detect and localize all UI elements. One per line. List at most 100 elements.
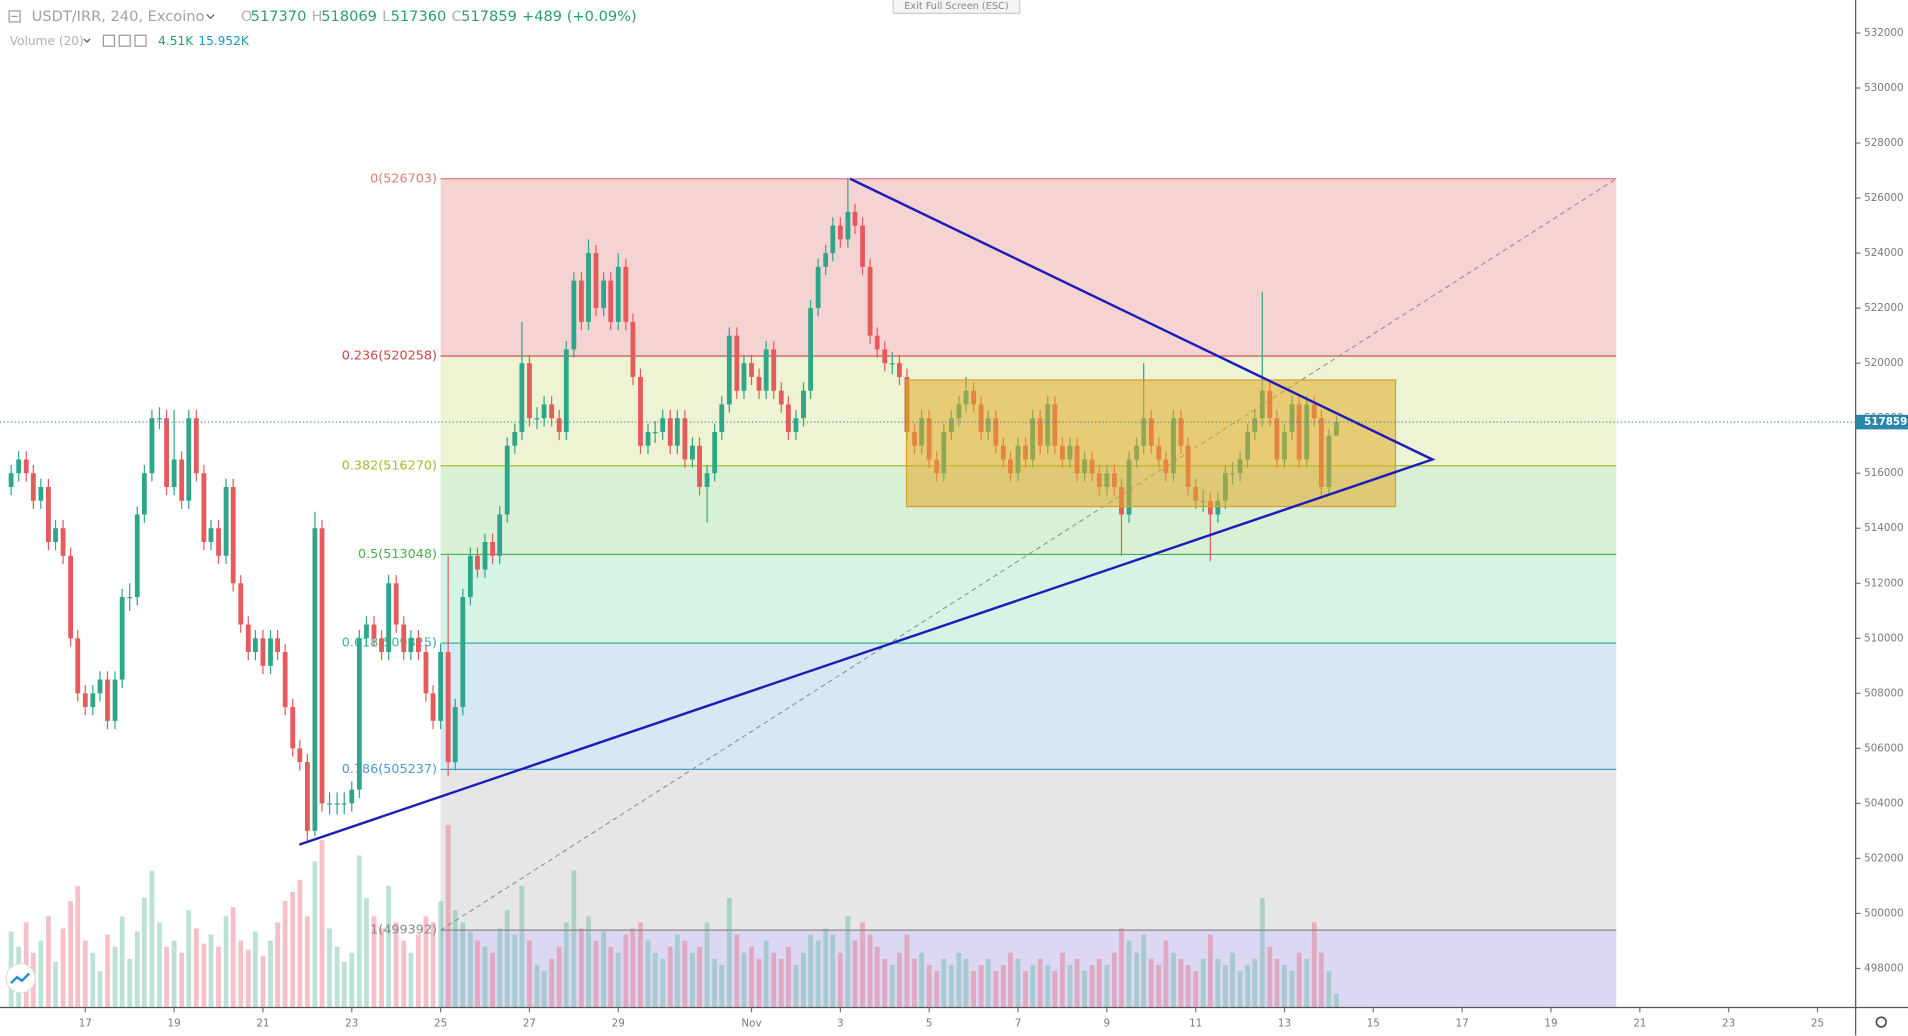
volume-bar: [1237, 971, 1243, 1008]
volume-bar: [467, 931, 473, 1008]
volume-bar: [275, 922, 281, 1008]
candle-body: [667, 418, 673, 446]
candle-body: [712, 431, 718, 474]
candle-body: [563, 349, 569, 432]
volume-bar: [593, 940, 599, 1008]
volume-bar: [1141, 934, 1147, 1008]
volume-bar: [852, 940, 858, 1008]
volume-bar: [1207, 934, 1213, 1008]
candle-body: [830, 225, 836, 254]
volume-bar: [1008, 952, 1013, 1008]
candle-body: [238, 583, 244, 625]
exit-button[interactable]: [892, 0, 1021, 14]
candle-body: [645, 431, 651, 446]
candle-body: [630, 321, 636, 377]
volume-chevron[interactable]: [83, 38, 91, 43]
volume-bar: [815, 940, 821, 1008]
candle-body: [571, 280, 577, 350]
candle-body: [734, 335, 740, 391]
volume-bar: [179, 952, 185, 1008]
candle-body: [423, 652, 429, 694]
range-box: [905, 379, 1397, 508]
volume-bar: [201, 943, 207, 1008]
volume-bar: [1067, 964, 1073, 1008]
volume-bar: [297, 879, 303, 1008]
volume-title[interactable]: Volume (20): [10, 34, 84, 48]
y-tick-label: 508000: [1864, 687, 1903, 699]
y-tick-label: 514000: [1864, 522, 1903, 534]
candle-body: [452, 707, 458, 763]
candle-body: [615, 266, 621, 322]
settings-icon[interactable]: [118, 34, 131, 47]
x-tick-label: 21: [1633, 1017, 1646, 1029]
volume-bar: [401, 940, 407, 1008]
volume-bar: [164, 946, 169, 1008]
settings[interactable]: [1875, 1016, 1887, 1028]
fib-zone: [440, 769, 1617, 931]
candle-body: [608, 280, 614, 322]
volume-bar: [223, 916, 229, 1008]
volume-bar: [157, 922, 162, 1008]
x-tick-label: 23: [345, 1017, 358, 1029]
volume-bar: [53, 961, 58, 1008]
volume-bar: [971, 971, 976, 1008]
candle-body: [371, 624, 377, 639]
volume-bar: [1289, 971, 1295, 1008]
y-tick-label: 516000: [1864, 467, 1903, 479]
volume-bar: [712, 958, 718, 1008]
x-tick-label: 17: [1456, 1017, 1469, 1029]
volume-bar: [778, 958, 784, 1008]
header: USDT/IRR, 240, Excoino O 517370 H 518069…: [8, 8, 637, 48]
volume-bar: [393, 922, 399, 1008]
eye-icon[interactable]: [102, 34, 116, 47]
y-tick-label: 532000: [1864, 27, 1903, 39]
y-tick-label: 522000: [1864, 302, 1903, 314]
volume-bar: [978, 964, 984, 1008]
volume-bar: [208, 934, 214, 1008]
volume-bar: [1296, 952, 1302, 1008]
exit-button-label[interactable]: Exit Full Screen (ESC): [904, 1, 1008, 12]
price-tag: [1855, 414, 1908, 430]
volume-bar: [1030, 964, 1036, 1008]
volume-bar: [230, 907, 236, 1008]
candle-body: [90, 693, 96, 708]
candle-body: [801, 390, 806, 419]
volume-bar: [563, 922, 569, 1008]
candle-body: [334, 803, 340, 805]
volume-bar: [823, 928, 829, 1008]
volume-bar: [1089, 964, 1095, 1008]
logo: [5, 963, 36, 994]
candle-body: [756, 376, 762, 391]
volume-bar: [430, 922, 436, 1008]
x-tick-label: 19: [168, 1017, 181, 1029]
candle-body: [490, 542, 495, 556]
x-tick-label: 9: [1104, 1017, 1111, 1029]
candle-body: [216, 528, 221, 556]
collapse-icon[interactable]: [8, 10, 21, 23]
volume-bar: [1274, 958, 1280, 1008]
symbol[interactable]: USDT/IRR, 240, Excoino: [32, 8, 205, 25]
candle-body: [889, 363, 895, 365]
volume-bar: [1104, 964, 1110, 1008]
volume-bar: [141, 898, 147, 1008]
exit-fullscreen[interactable]: Exit Full Screen (ESC): [892, 0, 1021, 14]
candle-body: [230, 486, 236, 584]
candle-body: [438, 652, 444, 721]
volume-bar: [734, 934, 740, 1008]
volume-bar: [445, 825, 451, 1008]
volume-bar: [490, 952, 495, 1008]
volume-bar: [1060, 952, 1065, 1008]
candle-body: [593, 253, 599, 309]
fib-label: 1(499392): [370, 923, 437, 938]
volume-bar: [1134, 952, 1139, 1008]
settings-gear[interactable]: [1875, 1016, 1887, 1028]
y-tick-label: 502000: [1864, 852, 1903, 864]
candle-body: [149, 418, 155, 474]
volume-bar: [1185, 964, 1191, 1008]
volume-bar: [82, 940, 88, 1008]
symbol-chevron[interactable]: [206, 14, 215, 20]
candle-body: [356, 638, 362, 790]
remove-icon[interactable]: [134, 34, 147, 47]
